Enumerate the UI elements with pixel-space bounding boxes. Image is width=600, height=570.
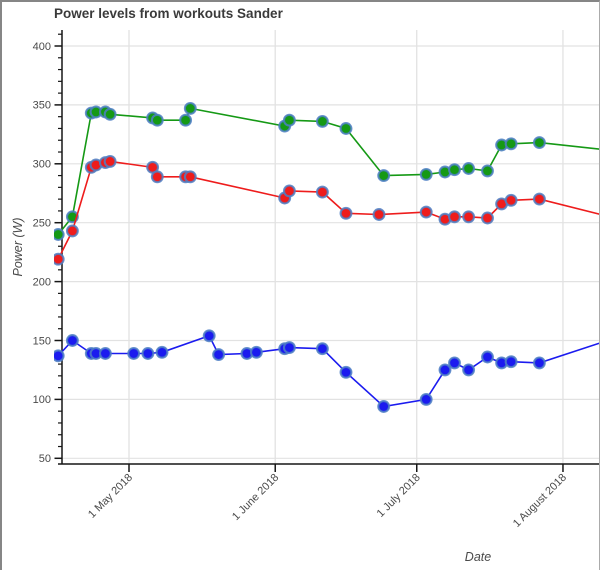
data-point-blue bbox=[504, 355, 518, 369]
series-green bbox=[54, 101, 599, 241]
y-tick-label: 400 bbox=[33, 41, 51, 53]
data-point-red bbox=[372, 208, 386, 221]
data-point-green bbox=[183, 101, 197, 115]
series-red bbox=[54, 154, 599, 266]
data-point-blue bbox=[339, 365, 353, 379]
data-point-green bbox=[532, 136, 546, 150]
data-point-blue bbox=[377, 400, 391, 413]
data-point-blue bbox=[98, 347, 112, 360]
x-tick-label: 1 August 2018 bbox=[511, 472, 569, 530]
y-tick-label: 150 bbox=[33, 335, 51, 347]
data-point-green bbox=[448, 163, 461, 177]
data-point-red bbox=[462, 210, 476, 224]
data-point-green bbox=[462, 162, 476, 175]
data-point-green bbox=[150, 113, 164, 127]
data-point-red bbox=[315, 185, 329, 199]
data-point-blue bbox=[282, 341, 296, 355]
series-line-green bbox=[57, 107, 599, 236]
data-point-red bbox=[532, 192, 546, 206]
data-point-green bbox=[54, 228, 65, 241]
y-tick-label: 200 bbox=[33, 276, 51, 288]
data-point-red bbox=[339, 206, 353, 220]
data-point-blue bbox=[419, 392, 433, 406]
chart-title: Power levels from workouts Sander bbox=[54, 6, 283, 21]
data-point-blue bbox=[155, 345, 169, 359]
data-point-blue bbox=[438, 363, 452, 377]
data-point-red bbox=[419, 205, 433, 219]
data-point-red bbox=[504, 193, 518, 207]
data-point-green bbox=[339, 122, 353, 135]
data-point-blue bbox=[141, 347, 155, 360]
data-point-blue bbox=[315, 342, 329, 356]
data-point-red bbox=[103, 154, 117, 168]
data-point-blue bbox=[127, 347, 141, 360]
data-point-green bbox=[282, 113, 296, 127]
x-tick-label: 1 June 2018 bbox=[230, 472, 281, 523]
x-axis-title: Date bbox=[464, 550, 492, 564]
data-point-blue bbox=[481, 350, 494, 364]
data-point-green bbox=[481, 164, 494, 178]
data-point-green bbox=[504, 137, 518, 151]
data-point-green bbox=[419, 167, 433, 181]
y-tick-label: 300 bbox=[33, 159, 51, 171]
data-point-blue bbox=[462, 363, 476, 377]
series-line-blue bbox=[57, 334, 599, 408]
data-point-blue bbox=[54, 349, 65, 363]
data-point-green bbox=[103, 107, 117, 121]
series-blue bbox=[54, 329, 599, 413]
data-point-blue bbox=[202, 329, 216, 343]
data-point-blue bbox=[448, 356, 461, 370]
data-point-red bbox=[282, 184, 296, 198]
data-point-red bbox=[65, 224, 79, 238]
data-point-green bbox=[179, 113, 193, 127]
series-line-red bbox=[57, 160, 599, 260]
data-point-red bbox=[481, 211, 494, 225]
data-point-red bbox=[54, 252, 65, 266]
data-point-green bbox=[377, 169, 391, 183]
data-point-blue bbox=[249, 345, 263, 359]
x-tick-label: 1 July 2018 bbox=[375, 472, 423, 520]
y-tick-label: 250 bbox=[33, 218, 51, 230]
y-tick-label: 100 bbox=[33, 394, 51, 406]
data-point-red bbox=[448, 210, 461, 224]
data-point-blue bbox=[65, 334, 79, 347]
x-tick-label: 1 May 2018 bbox=[86, 472, 135, 521]
data-point-blue bbox=[532, 356, 546, 370]
y-tick-label: 50 bbox=[39, 453, 51, 465]
data-point-green bbox=[315, 114, 329, 128]
data-point-red bbox=[183, 170, 197, 184]
data-point-blue bbox=[212, 348, 226, 362]
data-point-red bbox=[150, 170, 164, 184]
y-axis-title: Power (W) bbox=[11, 217, 25, 277]
y-tick-label: 350 bbox=[33, 100, 51, 112]
